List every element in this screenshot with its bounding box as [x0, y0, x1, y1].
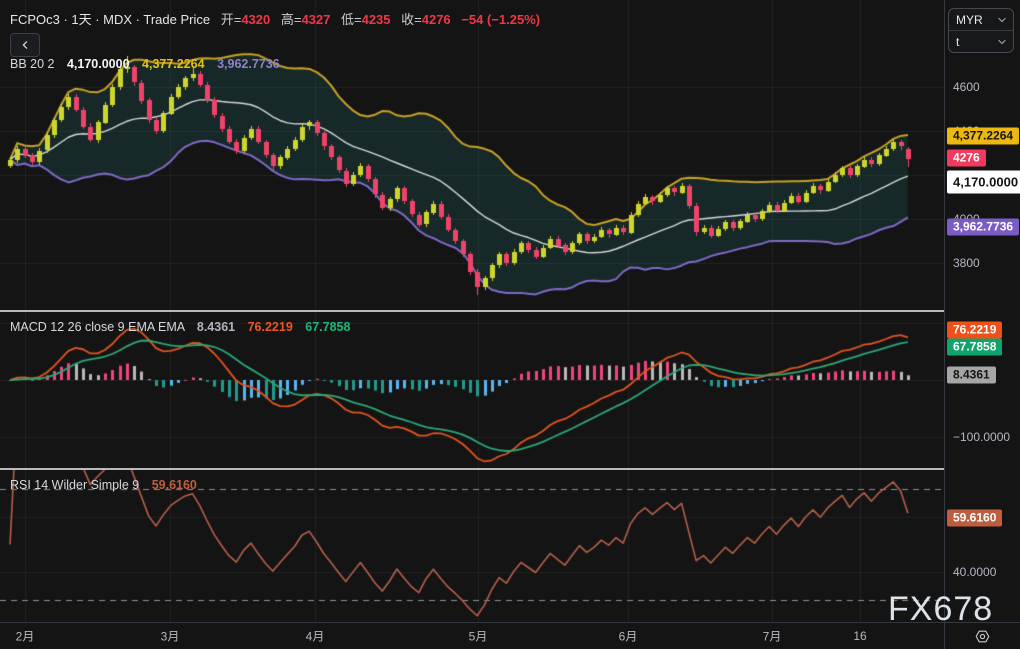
macd-hist-value: 8.4361 [196, 320, 236, 334]
bb-label: BB 20 2 [10, 57, 55, 71]
rsi-legend[interactable]: RSI 14 Wilder Simple 9 59.6160 [10, 478, 197, 492]
axis-tick: 4600 [953, 80, 980, 94]
price-label-badge: 59.6160 [947, 509, 1003, 527]
axis-tick: −100.0000 [953, 430, 1011, 445]
axis-corner [945, 623, 1020, 649]
change-value: −54 (−1.25%) [461, 12, 541, 27]
bb-legend[interactable]: BB 20 2 4,170.0000 4,377.2264 3,962.7736 [10, 57, 280, 71]
bb-lower-value: 3,962.7736 [217, 57, 280, 71]
price-axis-border [944, 0, 945, 649]
rsi-value: 59.6160 [151, 478, 197, 492]
high-label: 高= [280, 12, 302, 27]
close-label: 收= [401, 12, 422, 27]
currency-value: MYR [956, 12, 983, 27]
low-value: 4235 [361, 12, 391, 27]
currency-dropdown[interactable]: MYR [949, 9, 1013, 30]
axis-settings-icon[interactable] [975, 629, 990, 644]
close-value: 4276 [421, 12, 451, 27]
macd-label: MACD 12 26 close 9 EMA EMA [10, 320, 185, 334]
price-label-badge: 67.7858 [947, 338, 1003, 356]
macd-line-value: 76.2219 [247, 320, 293, 334]
chevron-down-icon [998, 17, 1006, 22]
pane-separator-macd-rsi[interactable] [0, 468, 944, 470]
chevron-down-icon [998, 39, 1006, 44]
time-axis-tick: 6月 [618, 629, 638, 644]
time-axis-tick: 4月 [305, 629, 325, 644]
time-axis[interactable]: 2月 3月 4月 5月 6月 7月 16 [0, 623, 944, 649]
bb-basis-value: 4,170.0000 [66, 57, 130, 71]
macd-signal-value: 67.7858 [305, 320, 351, 334]
macd-legend[interactable]: MACD 12 26 close 9 EMA EMA 8.4361 76.221… [10, 320, 350, 334]
time-axis-tick: 2月 [15, 629, 35, 644]
open-label: 开= [220, 12, 242, 27]
price-label-badge: 4,377.2264 [947, 127, 1020, 145]
time-axis-border [0, 622, 1020, 623]
price-label-badge: 8.4361 [947, 366, 996, 384]
axis-tick: 3800 [953, 256, 980, 270]
time-axis-tick: 16 [853, 629, 867, 643]
price-label-badge: 3,962.7736 [947, 218, 1020, 236]
unit-dropdown[interactable]: t [949, 30, 1013, 52]
chevron-left-icon [22, 41, 28, 49]
symbol-legend: FCPOc3 · 1天 · MDX · Trade Price 开=4320 高… [10, 9, 540, 28]
axis-tick: 40.0000 [953, 565, 997, 580]
open-value: 4320 [241, 12, 271, 27]
macd-pane-canvas[interactable] [0, 312, 944, 468]
time-axis-tick: 3月 [160, 629, 180, 644]
fx678-watermark: FX678 [888, 590, 994, 628]
high-value: 4327 [301, 12, 331, 27]
bb-upper-value: 4,377.2264 [142, 57, 205, 71]
price-pane-canvas[interactable] [0, 0, 944, 310]
rsi-label: RSI 14 Wilder Simple 9 [10, 478, 140, 492]
price-label-badge: 4276 [947, 149, 986, 167]
price-axis[interactable]: 46004400420040003800−100.000040.00004,37… [945, 0, 1020, 622]
low-label: 低= [341, 12, 362, 27]
currency-unit-selector: MYR t [948, 8, 1014, 53]
rsi-pane-canvas[interactable] [0, 470, 944, 622]
price-label-badge: 4,170.0000 [947, 170, 1020, 194]
pane-separator-price-macd[interactable] [0, 310, 944, 312]
symbol-title[interactable]: FCPOc3 · 1天 · MDX · Trade Price [10, 12, 211, 27]
time-axis-tick: 7月 [762, 629, 782, 644]
unit-value: t [956, 34, 960, 49]
price-label-badge: 76.2219 [947, 321, 1003, 339]
back-button[interactable] [10, 33, 40, 57]
time-axis-tick: 5月 [468, 629, 488, 644]
